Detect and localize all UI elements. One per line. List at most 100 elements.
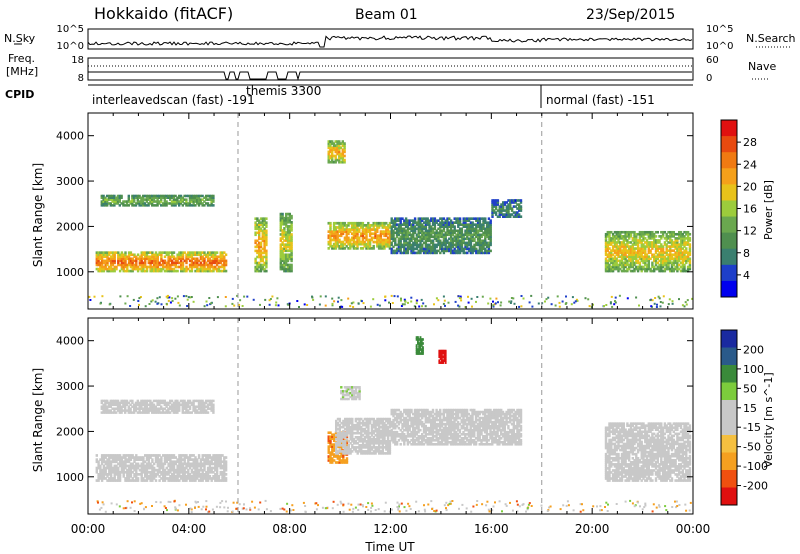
power-cell <box>473 227 476 231</box>
power-cell <box>285 216 288 220</box>
power-cell <box>170 194 174 198</box>
power-cell <box>224 263 228 267</box>
power-cell <box>624 249 627 252</box>
power-cell <box>338 154 341 158</box>
power-cell <box>620 249 624 252</box>
power-cell <box>395 235 399 239</box>
power-cell <box>217 269 221 273</box>
power-cell <box>279 243 282 246</box>
power-cell <box>455 241 458 245</box>
power-cell <box>444 239 447 243</box>
velocity-cell <box>210 399 213 403</box>
power-cell <box>177 301 180 304</box>
power-cell <box>367 238 370 242</box>
cpid-mode-2: themis 3300 <box>246 84 321 98</box>
power-cell <box>265 255 268 259</box>
power-cell <box>394 227 397 231</box>
power-cell <box>120 265 124 269</box>
power-cell <box>604 269 608 273</box>
power-cell <box>638 251 642 254</box>
power-cell <box>615 235 618 238</box>
power-cell <box>154 194 157 198</box>
velocity-cell <box>340 435 343 439</box>
power-cell <box>124 257 127 261</box>
power-cell <box>331 244 334 248</box>
velocity-cell <box>158 401 161 405</box>
power-cell <box>379 240 383 244</box>
power-cell <box>631 251 634 254</box>
power-cell <box>336 232 339 236</box>
power-cell <box>113 251 116 254</box>
power-cell <box>642 232 645 236</box>
power-cell <box>258 233 261 237</box>
power-cell <box>485 243 489 247</box>
power-cell <box>604 263 608 267</box>
power-cell <box>327 140 330 143</box>
power-cell <box>606 261 609 265</box>
velocity-cell <box>351 437 354 441</box>
velocity-cell <box>181 454 185 457</box>
power-cell <box>658 259 661 263</box>
velocity-cell <box>206 470 210 474</box>
power-cell <box>338 142 341 145</box>
velocity-cell <box>349 429 352 433</box>
power-cell <box>201 204 204 207</box>
power-cell <box>347 221 350 225</box>
power-cell <box>473 249 476 253</box>
noise-left-tick-high: 10^5 <box>57 24 84 35</box>
power-cell <box>144 305 147 308</box>
velocity-cell <box>215 479 219 482</box>
velocity-cell <box>124 466 127 470</box>
power-cell <box>377 244 381 248</box>
power-cell <box>95 263 98 267</box>
velocity-cell <box>178 401 181 405</box>
power-cell <box>647 263 650 267</box>
power-cell <box>404 237 408 241</box>
power-cell <box>327 236 330 240</box>
power-cell <box>169 202 172 205</box>
power-cell <box>118 257 122 261</box>
power-cell <box>448 247 451 251</box>
velocity-cell <box>145 405 148 408</box>
velocity-cell <box>156 464 159 468</box>
power-cell <box>118 253 122 257</box>
power-cell <box>180 269 183 273</box>
power-cell <box>669 230 672 234</box>
nsky-trace <box>87 35 693 48</box>
power-cell <box>460 239 464 243</box>
velocity-cell <box>342 433 345 437</box>
velocity-cell <box>215 475 219 478</box>
velocity-cell <box>178 462 181 466</box>
power-cell <box>439 217 442 220</box>
velocity-cell <box>136 401 139 405</box>
power-cell <box>279 263 282 267</box>
velocity-cell <box>223 466 226 470</box>
velocity-cell <box>205 473 208 476</box>
velocity-cell <box>201 454 204 457</box>
velocity-cell <box>183 462 186 466</box>
power-cell <box>331 158 334 162</box>
power-cell <box>649 269 652 273</box>
power-cell <box>626 269 629 273</box>
velocity-cell <box>129 454 133 457</box>
velocity-cell <box>176 468 179 472</box>
power-cell <box>430 219 433 222</box>
velocity-cell <box>187 411 190 414</box>
power-cell <box>288 212 291 216</box>
power-cell <box>171 297 174 300</box>
velocity-cell <box>131 470 134 474</box>
power-cell <box>491 209 494 212</box>
velocity-cell <box>183 479 186 482</box>
power-cell <box>404 247 408 251</box>
power-cell <box>265 263 268 267</box>
power-cell <box>113 259 116 263</box>
velocity-cell <box>156 403 159 407</box>
power-cell <box>383 244 386 248</box>
power-cell <box>263 219 266 222</box>
power-cell <box>107 202 111 205</box>
velocity-cell <box>214 479 217 482</box>
velocity-cell <box>149 464 152 468</box>
velocity-cell <box>140 466 143 470</box>
velocity-cell <box>178 456 181 459</box>
power-cell <box>510 213 514 216</box>
